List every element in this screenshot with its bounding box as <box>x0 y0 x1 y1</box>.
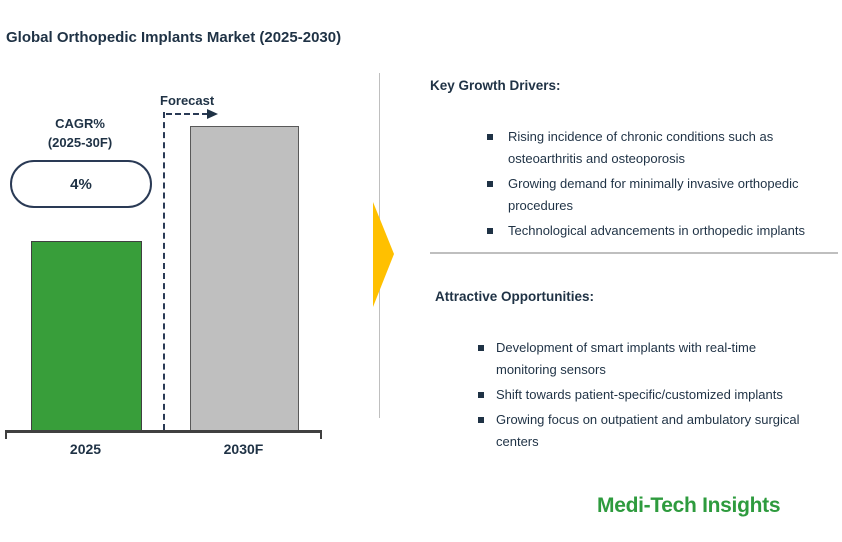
list-item: Growing demand for minimally invasive or… <box>487 173 817 217</box>
list-item: Technological advancements in orthopedic… <box>487 220 817 242</box>
attractive-opportunities-list: Development of smart implants with real-… <box>478 337 802 456</box>
cagr-label: CAGR% (2025-30F) <box>10 114 150 152</box>
list-item: Rising incidence of chronic conditions s… <box>487 126 817 170</box>
bar-2025 <box>31 241 142 431</box>
list-item: Growing focus on outpatient and ambulato… <box>478 409 802 453</box>
x-axis-baseline <box>5 430 322 439</box>
square-bullet-icon <box>487 134 493 140</box>
section-heading-key-growth-drivers: Key Growth Drivers: <box>430 78 561 93</box>
forecast-label: Forecast <box>160 93 215 108</box>
list-item: Development of smart implants with real-… <box>478 337 802 381</box>
cagr-subheading: (2025-30F) <box>47 135 113 150</box>
cagr-value-pill: 4% <box>10 160 152 208</box>
forecast-dashed-arrow-line <box>166 113 208 115</box>
forecast-dashed-divider-line <box>163 112 165 430</box>
list-item-text: Shift towards patient-specific/customize… <box>496 387 783 402</box>
list-item-text: Growing focus on outpatient and ambulato… <box>496 412 800 449</box>
medi-tech-insights-logo: Medi-Tech Insights <box>597 494 781 517</box>
square-bullet-icon <box>478 417 484 423</box>
list-item-text: Growing demand for minimally invasive or… <box>508 176 799 213</box>
yellow-right-arrow-icon <box>373 202 394 307</box>
key-growth-drivers-list: Rising incidence of chronic conditions s… <box>487 126 817 245</box>
list-item-text: Technological advancements in orthopedic… <box>508 223 806 238</box>
list-item-text: Development of smart implants with real-… <box>496 340 757 377</box>
square-bullet-icon <box>478 392 484 398</box>
cagr-heading: CAGR% <box>55 116 105 131</box>
forecast-arrowhead-icon <box>207 109 218 119</box>
horizontal-divider-line <box>430 252 838 254</box>
list-item: Shift towards patient-specific/customize… <box>478 384 802 406</box>
list-item-text: Rising incidence of chronic conditions s… <box>508 129 774 166</box>
square-bullet-icon <box>487 181 493 187</box>
bar-2030f <box>190 126 299 431</box>
square-bullet-icon <box>478 345 484 351</box>
cagr-value: 4% <box>70 175 92 193</box>
square-bullet-icon <box>487 228 493 234</box>
section-heading-attractive-opportunities: Attractive Opportunities: <box>435 289 595 304</box>
x-label-2030f: 2030F <box>223 441 264 457</box>
page-title: Global Orthopedic Implants Market (2025-… <box>6 29 342 46</box>
x-label-2025: 2025 <box>69 441 102 457</box>
